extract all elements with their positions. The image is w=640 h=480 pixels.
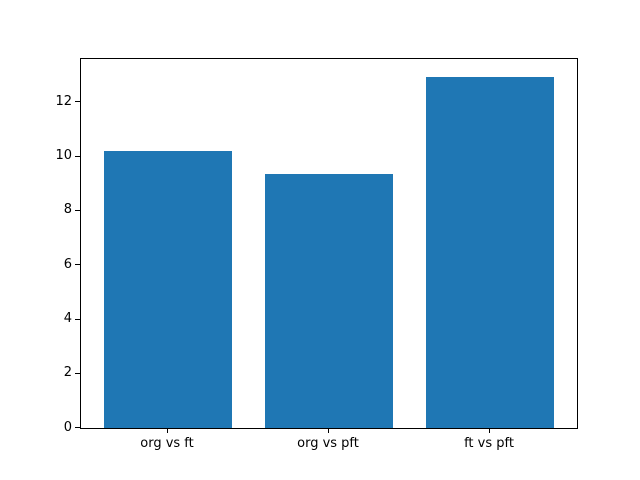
y-tick-label: 8 [63, 202, 72, 218]
y-tick-mark [75, 318, 80, 320]
plot-area [80, 58, 578, 429]
y-tick-label: 12 [55, 93, 72, 109]
bar-org-vs-pft [264, 174, 394, 428]
y-tick-mark [75, 101, 80, 103]
y-tick-label: 0 [63, 419, 72, 435]
y-tick-mark [75, 155, 80, 157]
y-tick-label: 4 [63, 311, 72, 326]
y-tick-label: 2 [63, 365, 72, 381]
y-tick-mark [75, 372, 80, 374]
y-tick-label: 6 [63, 256, 72, 272]
x-tick-label: org vs ft [140, 436, 194, 451]
bar-ft-vs-pft [425, 76, 555, 428]
x-tick-mark [489, 428, 490, 433]
y-tick-mark [75, 209, 80, 211]
x-tick-mark [328, 428, 329, 433]
y-tick-label: 10 [55, 148, 72, 164]
y-tick-mark [75, 427, 80, 428]
x-tick-label: ft vs pft [464, 436, 514, 451]
y-tick-mark [75, 264, 80, 266]
x-tick-mark [167, 428, 168, 433]
bar-org-vs-ft [103, 151, 233, 428]
x-tick-label: org vs pft [297, 436, 359, 451]
